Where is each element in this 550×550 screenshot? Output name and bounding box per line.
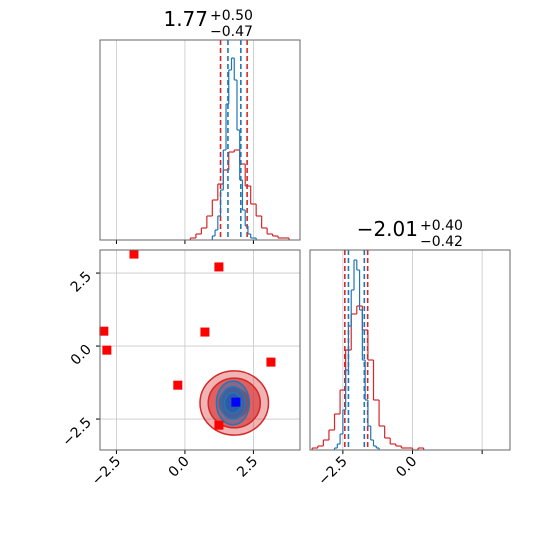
point [173,380,183,390]
x-tick-label: 2.5 [234,454,261,481]
point [231,397,241,407]
axes-frame [99,249,301,451]
panel-title: −2.01 [357,217,418,241]
axes-frame [99,39,301,241]
point [214,262,224,272]
title-minus: −0.42 [420,234,463,250]
point [102,345,112,355]
title-plus: +0.40 [420,218,463,234]
x-tick-label: −2.5 [89,454,124,489]
point [129,249,139,259]
point [99,326,109,336]
point [214,420,224,430]
x-tick-label: 0.0 [166,454,193,481]
point [200,327,210,337]
title-plus: +0.50 [210,8,253,24]
panel-title: 1.77 [163,7,208,31]
point [266,357,276,367]
y-tick-label: 2.5 [68,269,95,296]
y-tick-label: 0.0 [68,342,95,369]
axes-frame [309,249,511,451]
x-tick-label: −2.5 [315,454,350,489]
title-minus: −0.47 [210,24,253,40]
x-tick-label: 0.0 [393,454,420,481]
y-tick-label: −2.5 [59,415,94,450]
